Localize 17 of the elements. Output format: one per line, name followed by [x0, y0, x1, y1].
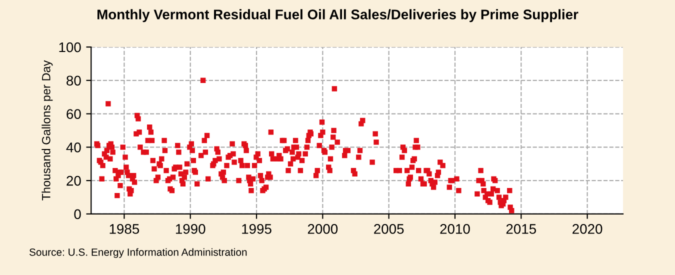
x-tick-label: 2000	[308, 224, 338, 234]
y-tick-label: 20	[66, 176, 81, 186]
y-axis-title: Thousand Gallons per Day	[42, 60, 53, 200]
y-tick-label: 40	[66, 142, 81, 152]
x-tick-label: 2015	[506, 224, 536, 234]
y-tick-label: 60	[66, 109, 81, 119]
x-tick-label: 2020	[572, 224, 602, 234]
x-tick-label: 2005	[374, 224, 404, 234]
y-tick-label: 0	[74, 209, 81, 220]
x-tick-label: 1985	[110, 224, 140, 234]
source-note: Source: U.S. Energy Information Administration	[30, 248, 247, 258]
x-tick-label: 1990	[176, 224, 206, 234]
y-tick-label: 80	[66, 76, 81, 86]
x-tick-label: 2010	[440, 224, 470, 234]
y-tick-label: 100	[59, 42, 81, 52]
x-tick-label: 1995	[242, 224, 272, 234]
chart-title: Monthly Vermont Residual Fuel Oil All Sales/Deliveries by Prime Supplier	[98, 9, 578, 22]
